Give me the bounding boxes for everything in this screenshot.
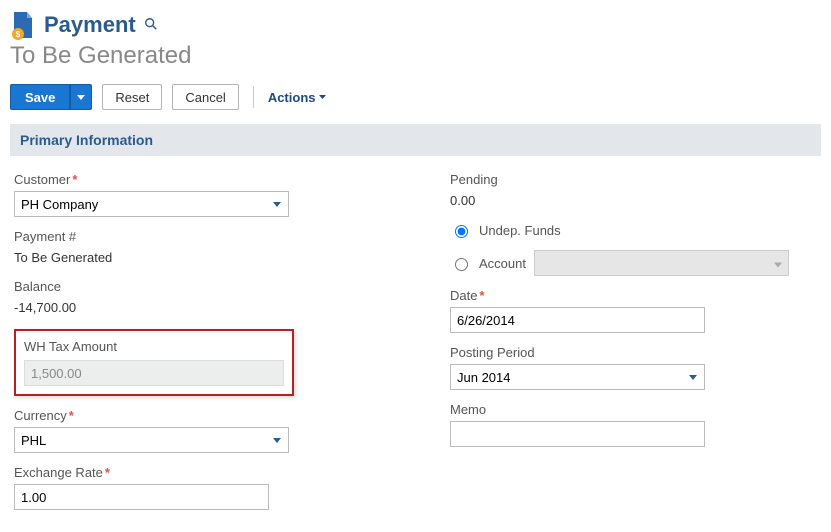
page-title: Payment [44, 12, 136, 38]
account-radio[interactable] [455, 258, 468, 271]
currency-label-text: Currency [14, 408, 67, 423]
wh-tax-highlight: WH Tax Amount [14, 329, 294, 396]
account-label: Account [479, 256, 526, 271]
posting-period-select[interactable] [450, 364, 705, 390]
wh-tax-label: WH Tax Amount [24, 339, 284, 354]
section-header: Primary Information [10, 124, 821, 156]
exchange-rate-label-text: Exchange Rate [14, 465, 103, 480]
divider [253, 86, 254, 108]
cancel-button[interactable]: Cancel [172, 84, 238, 110]
account-select-disabled [534, 250, 789, 276]
exchange-rate-label: Exchange Rate* [14, 465, 390, 480]
chevron-down-icon [319, 95, 326, 99]
required-mark: * [479, 288, 484, 303]
memo-input[interactable] [450, 421, 705, 447]
date-field: Date* [450, 288, 810, 333]
date-label-text: Date [450, 288, 477, 303]
form-grid: Customer* Payment # To Be Generated Bala… [10, 172, 821, 522]
date-label: Date* [450, 288, 810, 303]
currency-label: Currency* [14, 408, 390, 423]
memo-field: Memo [450, 402, 810, 447]
customer-input[interactable] [14, 191, 289, 217]
date-input[interactable] [450, 307, 705, 333]
exchange-rate-field: Exchange Rate* [14, 465, 390, 510]
undep-funds-label: Undep. Funds [479, 223, 561, 238]
posting-period-input[interactable] [450, 364, 705, 390]
account-row: Account [450, 250, 810, 276]
currency-field: Currency* [14, 408, 390, 453]
required-mark: * [105, 465, 110, 480]
required-mark: * [69, 408, 74, 423]
required-mark: * [72, 172, 77, 187]
actions-menu[interactable]: Actions [268, 90, 327, 105]
pending-field: Pending 0.00 [450, 172, 810, 210]
customer-label: Customer* [14, 172, 390, 187]
save-button-group: Save [10, 84, 92, 110]
pending-label: Pending [450, 172, 810, 187]
toolbar: Save Reset Cancel Actions [10, 84, 821, 110]
svg-text:$: $ [16, 30, 21, 39]
customer-label-text: Customer [14, 172, 70, 187]
customer-field: Customer* [14, 172, 390, 217]
left-column: Customer* Payment # To Be Generated Bala… [10, 172, 390, 522]
save-button[interactable]: Save [10, 84, 70, 110]
currency-input[interactable] [14, 427, 289, 453]
undep-funds-radio[interactable] [455, 225, 468, 238]
right-column: Pending 0.00 Undep. Funds Account Date* … [430, 172, 810, 522]
balance-field: Balance -14,700.00 [14, 279, 390, 317]
reset-button[interactable]: Reset [102, 84, 162, 110]
payment-page-icon: $ [10, 10, 36, 40]
page-subtitle: To Be Generated [10, 42, 821, 70]
wh-tax-input [24, 360, 284, 386]
customer-select[interactable] [14, 191, 289, 217]
payment-number-label: Payment # [14, 229, 390, 244]
currency-select[interactable] [14, 427, 289, 453]
pending-value: 0.00 [450, 191, 810, 210]
payment-number-field: Payment # To Be Generated [14, 229, 390, 267]
save-split-button[interactable] [70, 84, 92, 110]
exchange-rate-input[interactable] [14, 484, 269, 510]
page-header: $ Payment [10, 10, 821, 40]
posting-period-label: Posting Period [450, 345, 810, 360]
chevron-down-icon [774, 256, 782, 271]
balance-value: -14,700.00 [14, 298, 390, 317]
search-icon[interactable] [144, 17, 158, 34]
memo-label: Memo [450, 402, 810, 417]
posting-period-field: Posting Period [450, 345, 810, 390]
undep-funds-row: Undep. Funds [450, 222, 810, 238]
actions-label: Actions [268, 90, 316, 105]
payment-number-value: To Be Generated [14, 248, 390, 267]
balance-label: Balance [14, 279, 390, 294]
